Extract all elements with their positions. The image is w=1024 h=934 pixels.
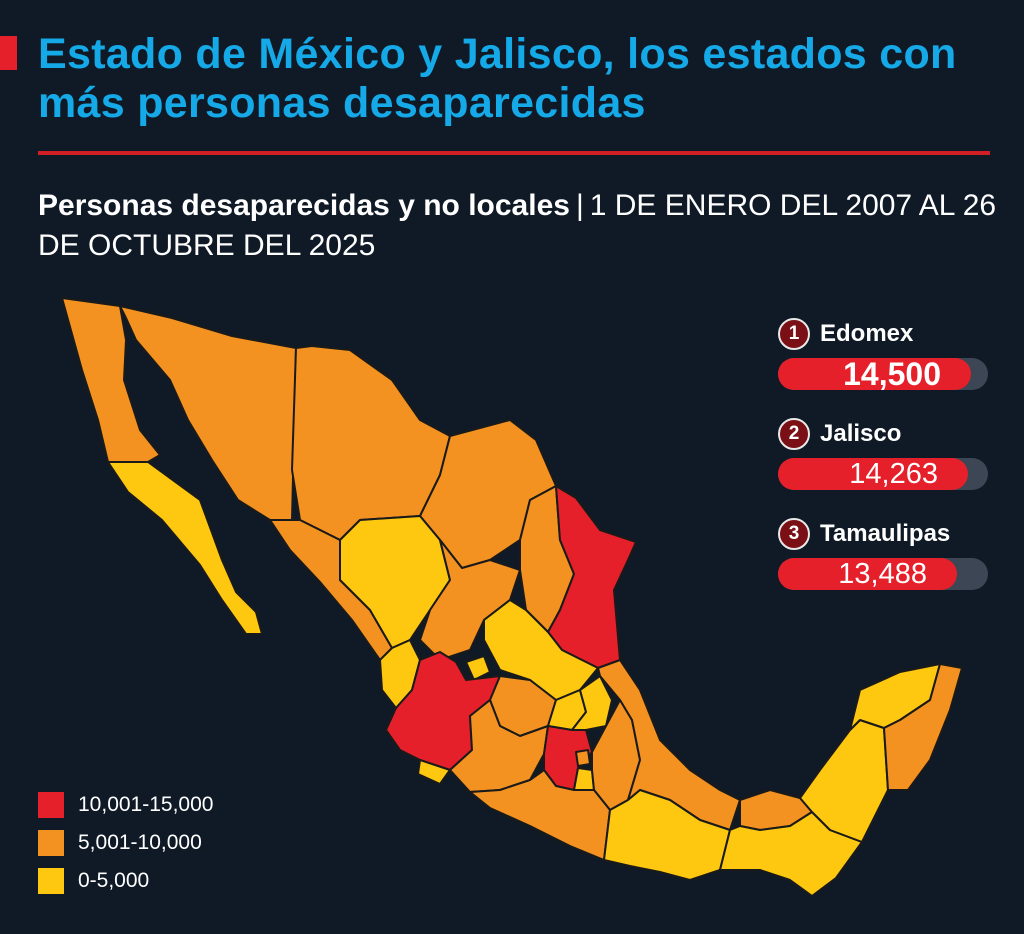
- rank-bar-fill: 13,488: [778, 558, 957, 590]
- rank-bar-track: 14,500: [778, 358, 988, 390]
- legend-label: 5,001-10,000: [78, 831, 202, 854]
- page-title: Estado de México y Jalisco, los estados …: [38, 30, 957, 127]
- state-colima: [417, 759, 451, 785]
- legend-swatch-mid: [38, 830, 64, 856]
- rank-state-name: Tamaulipas: [820, 520, 951, 547]
- rank-bar-track: 13,488: [778, 558, 988, 590]
- ranking-item-2: 2 Jalisco 14,263: [778, 418, 990, 492]
- rank-value: 14,263: [849, 458, 938, 490]
- subtitle: Personas desaparecidas y no locales | 1 DE…: [38, 186, 998, 266]
- legend-item: 10,001-15,000: [38, 792, 213, 818]
- legend-label: 10,001-15,000: [78, 793, 214, 816]
- ranking-item-1: 1 Edomex 14,500: [778, 318, 990, 392]
- state-cdmx: [575, 749, 591, 767]
- subtitle-dates: 1 DE ENERO DEL 2007 AL 26 DE OCTUBRE DEL…: [38, 189, 997, 262]
- state-aguascalientes: [465, 655, 491, 681]
- rank-state-name: Jalisco: [820, 420, 902, 447]
- subtitle-separator: |: [575, 189, 584, 222]
- state-morelos: [573, 767, 595, 791]
- rank-bar-track: 14,263: [778, 458, 988, 490]
- rank-number-badge: 1: [778, 318, 810, 350]
- rank-value: 13,488: [838, 558, 927, 590]
- legend-label: 0-5,000: [78, 869, 150, 892]
- state-baja-california: [61, 297, 161, 463]
- legend-swatch-low: [38, 868, 64, 894]
- mexico-map: [61, 297, 963, 897]
- rank-value: 14,500: [843, 356, 941, 392]
- map-legend: 10,001-15,000 5,001-10,000 0-5,000: [38, 792, 213, 906]
- legend-item: 5,001-10,000: [38, 830, 213, 856]
- state-quintana-roo: [883, 663, 963, 791]
- rank-number-badge: 2: [778, 418, 810, 450]
- rank-state-name: Edomex: [820, 320, 914, 347]
- state-sonora: [119, 305, 297, 521]
- rank-bar-fill: 14,500: [778, 358, 971, 390]
- legend-item: 0-5,000: [38, 868, 213, 894]
- rank-number-badge: 3: [778, 518, 810, 550]
- title-accent-mark: [0, 36, 17, 70]
- state-guerrero: [469, 769, 611, 861]
- subtitle-main: Personas desaparecidas y no locales: [38, 189, 570, 222]
- ranking-item-3: 3 Tamaulipas 13,488: [778, 518, 990, 592]
- state-oaxaca: [603, 789, 731, 881]
- state-zacatecas: [419, 539, 521, 661]
- legend-swatch-high: [38, 792, 64, 818]
- rank-bar-fill: 14,263: [778, 458, 968, 490]
- state-hidalgo: [571, 675, 613, 731]
- state-baja-california-sur: [107, 461, 263, 635]
- title-divider: [38, 151, 990, 155]
